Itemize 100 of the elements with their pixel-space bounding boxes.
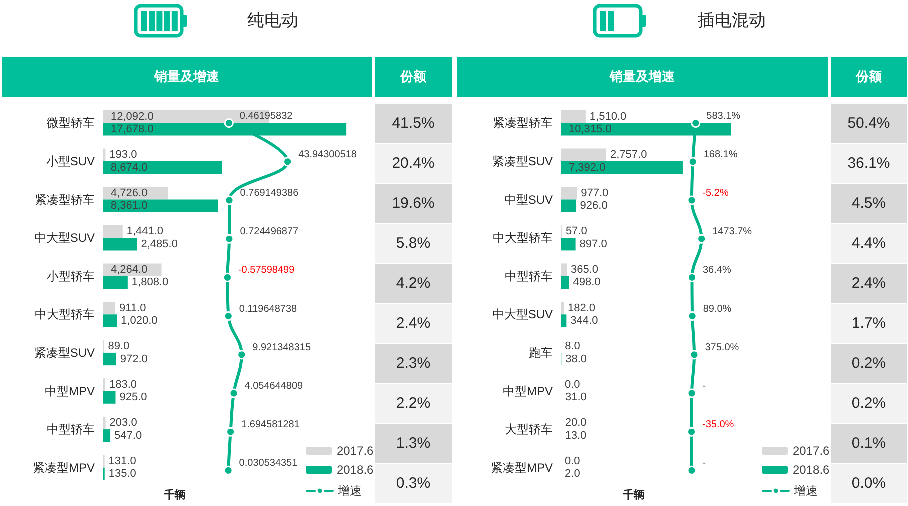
- data-label: 365.0: [571, 264, 599, 276]
- legend-label: 增速: [337, 484, 362, 498]
- y-tick-label: 跑车: [529, 346, 553, 360]
- data-label: 12,092.0: [111, 110, 154, 123]
- y-tick-label: 中大型轿车: [35, 308, 95, 322]
- data-label: 7,392.0: [569, 162, 606, 174]
- point: [224, 118, 234, 128]
- data-label: 0.46195832: [240, 110, 294, 122]
- y-tick-label: 中型MPV: [44, 384, 95, 398]
- data-label: 182.0: [568, 302, 596, 314]
- legend-label: 2018.6: [337, 463, 374, 477]
- data-label: 2,757.0: [610, 149, 648, 162]
- data-label: 9.921348315: [252, 342, 312, 354]
- y-tick-label: 中型轿车: [47, 422, 95, 437]
- data-label: -0.57598499: [238, 265, 296, 276]
- x-axis-title: 千辆: [622, 488, 645, 502]
- point: [687, 388, 697, 398]
- point: [688, 272, 697, 282]
- text: 2.4%: [396, 314, 431, 332]
- y-tick-label: 微型轿车: [47, 116, 95, 130]
- y-tick-label: 中型SUV: [504, 192, 553, 207]
- data-label: 1,441.0: [126, 226, 164, 238]
- data-label: 0.030534351: [239, 458, 298, 470]
- data-label: 1,808.0: [132, 276, 169, 289]
- point: [690, 350, 700, 360]
- text: 0.2%: [852, 354, 886, 372]
- y-tick-label: 中型MPV: [502, 384, 553, 398]
- data-label: 0.724496877: [240, 226, 300, 238]
- bar: [103, 430, 111, 442]
- data-label: 135.0: [108, 468, 136, 480]
- bar: [103, 352, 116, 366]
- bar: [103, 148, 106, 162]
- bar: [561, 187, 578, 200]
- point: [687, 466, 697, 476]
- bar: [561, 200, 576, 212]
- bar: [103, 416, 106, 430]
- bar: [103, 378, 106, 392]
- legend-label: 2017.6: [793, 444, 830, 458]
- data-label: 168.1%: [704, 149, 738, 160]
- data-label: 897.0: [580, 238, 608, 250]
- data-label: 193.0: [110, 149, 138, 162]
- data-label: -5.2%: [702, 188, 729, 199]
- text: 1.7%: [852, 314, 886, 332]
- bar: [103, 314, 118, 328]
- data-label: 4.054644809: [244, 381, 304, 392]
- y-tick-label: 紧凑型SUV: [492, 154, 553, 168]
- data-label: 2.0: [565, 468, 580, 480]
- bar: [103, 391, 116, 404]
- point: [697, 234, 707, 244]
- point: [224, 234, 234, 244]
- text: 2.4%: [852, 274, 886, 292]
- bar: [561, 276, 570, 289]
- bar: [561, 302, 564, 315]
- text: 4.2%: [396, 274, 431, 292]
- data-label: 1.694581281: [242, 420, 300, 431]
- data-label: 1,510.0: [590, 110, 627, 123]
- point: [283, 157, 293, 167]
- data-label: 4,264.0: [111, 264, 148, 276]
- point: [237, 350, 247, 360]
- bar: [103, 238, 138, 251]
- text: 4.5%: [852, 194, 886, 212]
- text: 0.3%: [396, 474, 431, 492]
- bar: [561, 161, 683, 174]
- y-tick-label: 小型轿车: [47, 269, 95, 284]
- point: [688, 157, 698, 167]
- data-label: 0.0: [565, 456, 580, 468]
- legend-label: 2018.6: [793, 463, 830, 477]
- chart-title: 纯电动: [248, 11, 298, 30]
- data-label: 1,020.0: [121, 314, 158, 327]
- data-label: 583.1%: [706, 110, 741, 122]
- chart-subtitle: 销量及增速: [610, 68, 675, 86]
- bar: [561, 314, 567, 328]
- text: 2.2%: [396, 394, 431, 412]
- text: 2.3%: [396, 354, 431, 372]
- data-label: 89.0: [108, 340, 130, 353]
- text: 0.2%: [852, 394, 886, 412]
- point: [224, 312, 234, 322]
- data-label: -: [702, 458, 706, 470]
- point: [688, 312, 698, 322]
- data-label: 20.0: [565, 417, 587, 430]
- point: [224, 196, 234, 206]
- data-label: 0.0: [565, 378, 580, 391]
- data-label: 498.0: [573, 276, 601, 289]
- data-label: 972.0: [120, 353, 148, 366]
- data-label: 13.0: [565, 430, 587, 442]
- y-tick-label: 中大型SUV: [34, 231, 95, 246]
- y-tick-label: 大型轿车: [505, 422, 553, 437]
- text: 19.6%: [392, 194, 435, 212]
- text: 20.4%: [392, 154, 435, 172]
- data-label: 31.0: [566, 392, 587, 404]
- text: 份额: [400, 68, 426, 86]
- y-tick-label: 中大型轿车: [493, 231, 553, 246]
- point: [691, 118, 701, 128]
- y-tick-label: 紧凑型轿车: [35, 192, 95, 207]
- text: 0.1%: [852, 434, 886, 452]
- y-tick-label: 紧凑型MPV: [32, 460, 95, 475]
- data-label: 36.4%: [702, 265, 732, 276]
- bar: [561, 264, 568, 276]
- data-label: 925.0: [120, 392, 148, 404]
- point: [224, 466, 234, 476]
